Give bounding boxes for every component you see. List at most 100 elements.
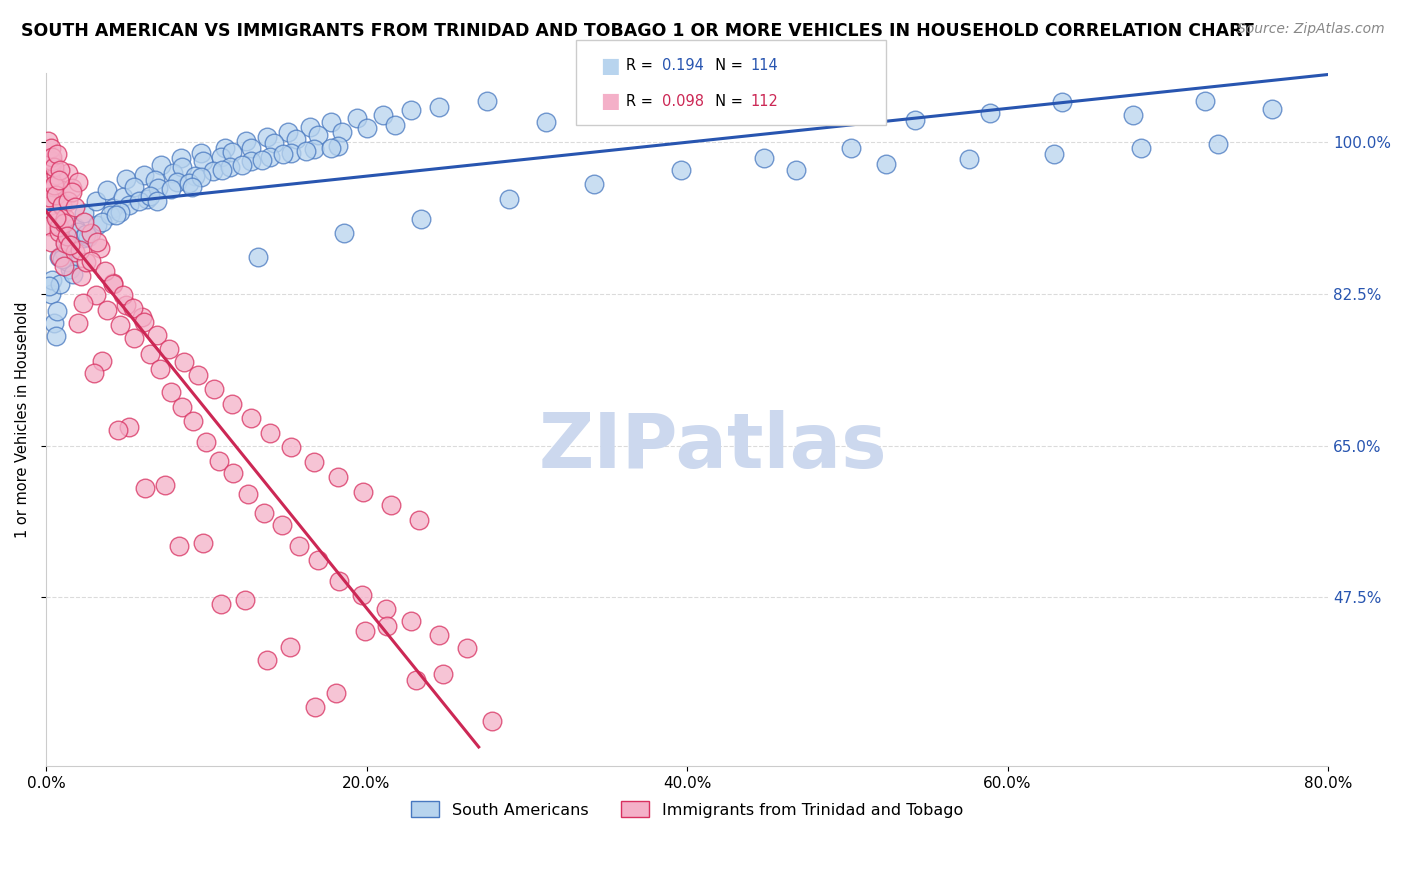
Point <box>832 93 855 107</box>
Point <box>45 168 67 182</box>
Point <box>84 288 107 302</box>
Point <box>184 169 207 183</box>
Point <box>56 228 79 243</box>
Point <box>139 347 162 361</box>
Point <box>91 215 114 229</box>
Point <box>63 220 86 235</box>
Point <box>46 210 69 224</box>
Point <box>59 261 82 276</box>
Point <box>195 435 218 450</box>
Point <box>209 597 232 611</box>
Point <box>172 161 194 175</box>
Point <box>45 211 67 225</box>
Point <box>432 667 454 681</box>
Point <box>153 477 176 491</box>
Point <box>294 144 316 158</box>
Point <box>58 255 80 269</box>
Point <box>259 425 281 440</box>
Point <box>46 147 69 161</box>
Point <box>63 200 86 214</box>
Point <box>214 140 236 154</box>
Point <box>49 277 72 291</box>
Point <box>46 304 69 318</box>
Point <box>1129 141 1152 155</box>
Point <box>150 158 173 172</box>
Point <box>149 362 172 376</box>
Point <box>1050 95 1073 110</box>
Point <box>346 111 368 125</box>
Point <box>132 315 155 329</box>
Point <box>352 484 374 499</box>
Point <box>41 156 63 170</box>
Point <box>105 208 128 222</box>
Point <box>752 151 775 165</box>
Point <box>456 641 478 656</box>
Point <box>131 310 153 325</box>
Point <box>321 140 343 154</box>
Point <box>83 366 105 380</box>
Point <box>190 169 212 184</box>
Point <box>108 318 131 333</box>
Point <box>302 455 325 469</box>
Point <box>52 216 75 230</box>
Point <box>221 145 243 159</box>
Point <box>41 150 63 164</box>
Point <box>201 164 224 178</box>
Point <box>48 173 70 187</box>
Point <box>240 140 263 154</box>
Point <box>160 384 183 399</box>
Point <box>118 197 141 211</box>
Point <box>609 105 631 120</box>
Point <box>304 700 326 714</box>
Point <box>285 132 308 146</box>
Point <box>52 259 75 273</box>
Point <box>96 183 118 197</box>
Point <box>307 553 329 567</box>
Point <box>48 250 70 264</box>
Point <box>86 219 108 233</box>
Point <box>66 226 89 240</box>
Point <box>128 194 150 209</box>
Point <box>875 157 897 171</box>
Point <box>63 245 86 260</box>
Point <box>384 118 406 132</box>
Point <box>103 276 125 290</box>
Point <box>583 177 606 191</box>
Point <box>325 686 347 700</box>
Point <box>42 316 65 330</box>
Point <box>42 178 65 192</box>
Point <box>49 250 72 264</box>
Point <box>118 419 141 434</box>
Point <box>146 181 169 195</box>
Point <box>58 194 80 209</box>
Point <box>288 539 311 553</box>
Point <box>191 154 214 169</box>
Point <box>1194 94 1216 108</box>
Point <box>401 103 423 118</box>
Point <box>374 601 396 615</box>
Point <box>37 151 59 165</box>
Point <box>172 400 194 414</box>
Point <box>72 231 94 245</box>
Point <box>259 150 281 164</box>
Point <box>145 194 167 209</box>
Point <box>191 535 214 549</box>
Text: Source: ZipAtlas.com: Source: ZipAtlas.com <box>1237 22 1385 37</box>
Point <box>122 180 145 194</box>
Point <box>48 226 70 240</box>
Point <box>115 298 138 312</box>
Point <box>202 382 225 396</box>
Point <box>427 627 450 641</box>
Point <box>236 487 259 501</box>
Point <box>682 99 704 113</box>
Point <box>45 188 67 202</box>
Point <box>183 414 205 428</box>
Point <box>280 145 302 160</box>
Text: 0.194: 0.194 <box>662 58 704 73</box>
Text: ■: ■ <box>600 56 620 76</box>
Point <box>53 235 76 250</box>
Point <box>107 423 129 437</box>
Point <box>143 173 166 187</box>
Point <box>256 653 278 667</box>
Point <box>53 235 76 250</box>
